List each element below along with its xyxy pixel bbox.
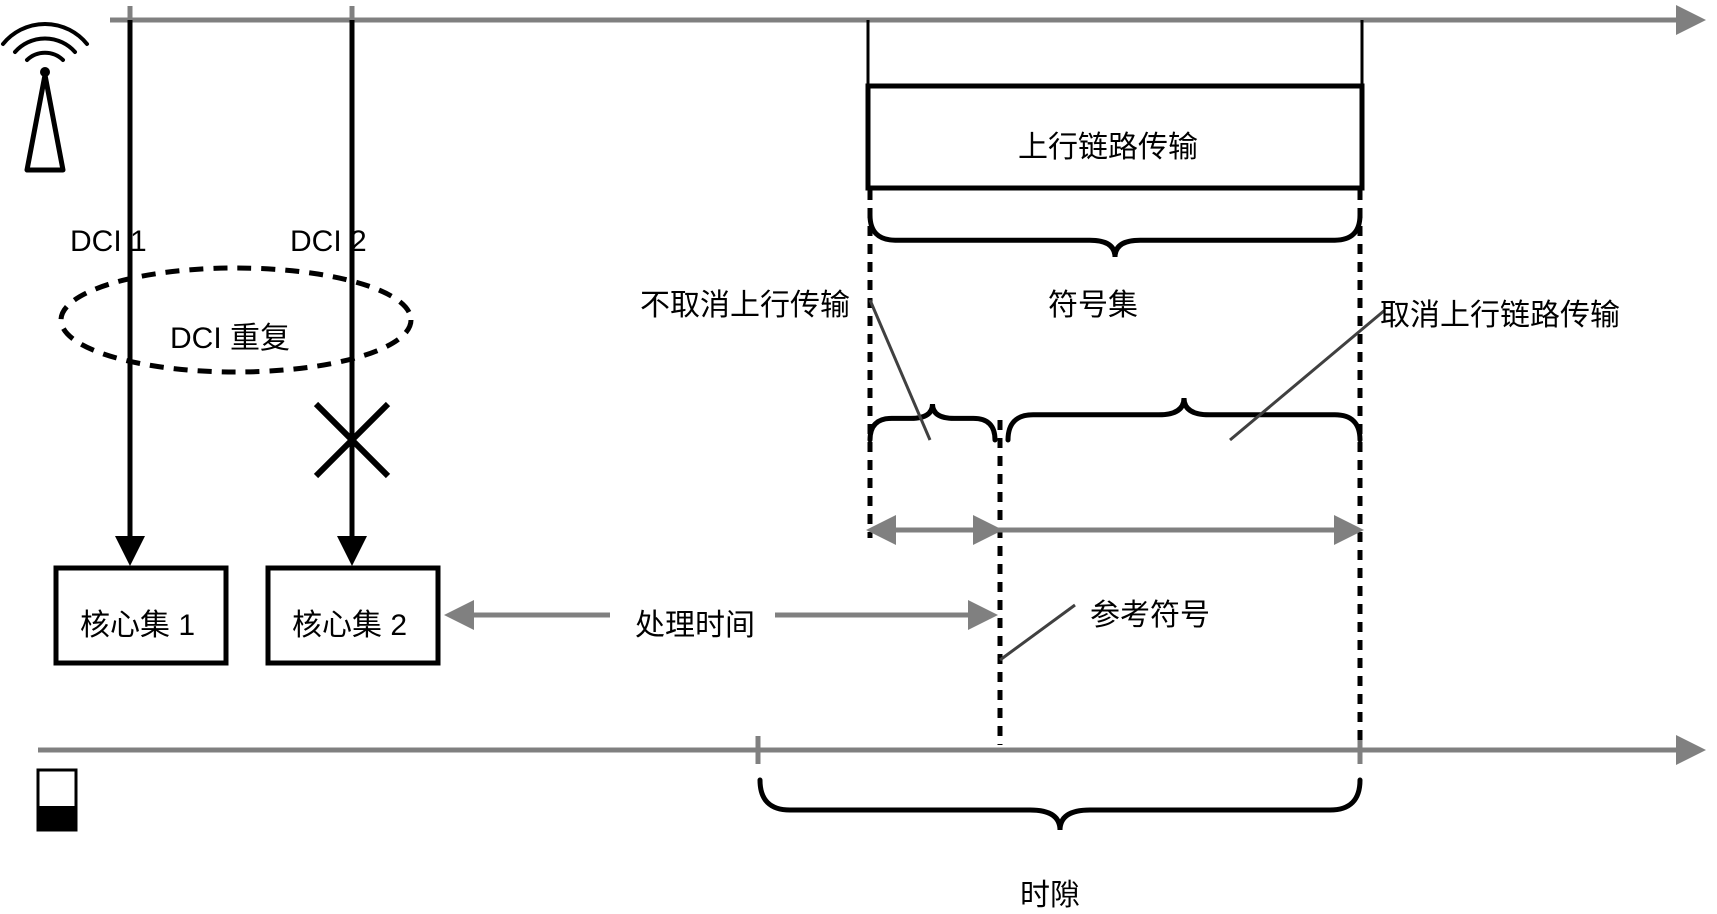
dci-repeat-label: DCI 重复 — [170, 313, 290, 357]
coreset-2-label: 核心集 2 — [292, 600, 407, 644]
cancel-uplink-label: 取消上行链路传输 — [1380, 290, 1620, 334]
keep-uplink-label: 不取消上行传输 — [640, 280, 850, 324]
reference-symbol-label: 参考符号 — [1090, 590, 1210, 634]
processing-time-label: 处理时间 — [635, 600, 755, 644]
coreset-1-label: 核心集 1 — [80, 600, 195, 644]
antenna-icon — [3, 24, 87, 170]
dci2-label: DCI 2 — [290, 225, 367, 259]
slot-label: 时隙 — [1020, 870, 1080, 914]
slot-brace — [760, 780, 1360, 830]
symbol-set-label: 符号集 — [1048, 280, 1138, 324]
symbol-set-brace — [870, 215, 1360, 257]
cancel-brace — [1008, 398, 1360, 440]
uplink-tx-label: 上行链路传输 — [1018, 122, 1198, 166]
dci1-label: DCI 1 — [70, 225, 147, 259]
keep-brace — [870, 404, 995, 440]
diagram-canvas — [0, 0, 1717, 909]
